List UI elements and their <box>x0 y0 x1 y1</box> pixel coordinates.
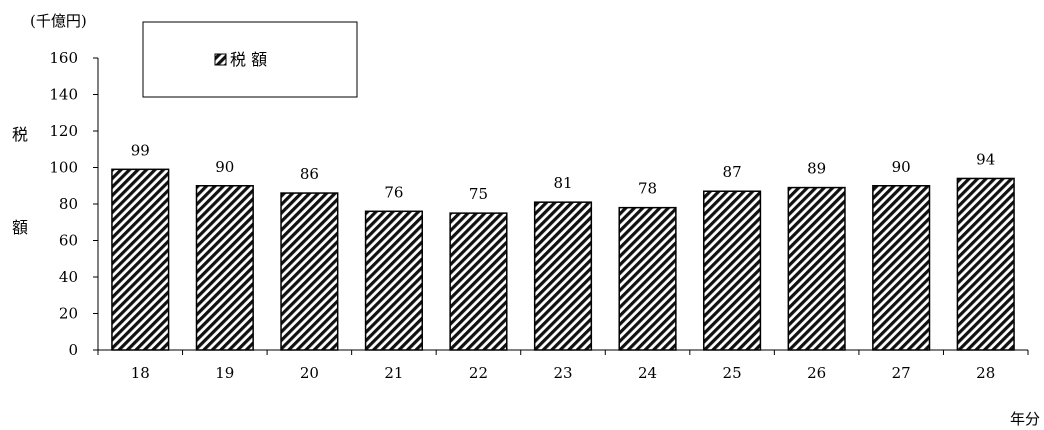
data-label: 89 <box>807 160 826 178</box>
x-tick-label: 18 <box>131 364 150 382</box>
data-label: 99 <box>131 141 150 159</box>
bar <box>195 185 254 351</box>
data-label: 90 <box>892 158 911 176</box>
legend-swatch <box>214 53 227 66</box>
x-tick-label: 24 <box>638 364 657 382</box>
x-tick-label: 19 <box>215 364 234 382</box>
legend: 税 額 <box>142 21 358 98</box>
y-tick-label: 0 <box>68 341 78 359</box>
x-tick-label: 23 <box>553 364 572 382</box>
x-tick-label: 26 <box>807 364 826 382</box>
x-tick-label: 20 <box>300 364 319 382</box>
y-axis-title-char-1: 税 <box>12 125 28 144</box>
bar <box>956 177 1015 351</box>
bar <box>787 186 846 351</box>
data-label: 78 <box>638 180 657 198</box>
bar <box>872 185 931 351</box>
data-label: 76 <box>384 183 403 201</box>
unit-label: (千億円) <box>30 12 87 30</box>
y-tick-label: 20 <box>59 305 78 323</box>
bar <box>533 201 593 351</box>
data-label: 94 <box>976 150 995 168</box>
legend-box <box>142 21 358 98</box>
x-axis-title: 年分 <box>1010 410 1040 428</box>
x-tick-label: 25 <box>723 364 742 382</box>
data-labels: 99 90 86 76 75 81 78 87 89 90 94 <box>131 141 996 203</box>
x-tick-label: 21 <box>384 364 403 382</box>
data-label: 87 <box>723 163 742 181</box>
bar <box>280 192 339 351</box>
data-label: 90 <box>215 158 234 176</box>
y-axis-title-char-2: 額 <box>12 218 28 237</box>
bar <box>449 212 508 351</box>
y-tick-label: 100 <box>49 159 78 177</box>
x-labels: 18 19 20 21 22 23 24 25 26 27 28 <box>97 350 1029 382</box>
y-tick-label: 60 <box>59 232 78 250</box>
data-label: 86 <box>300 165 319 183</box>
bar <box>703 190 762 351</box>
y-ticks: 0 20 40 60 80 100 120 140 160 <box>49 49 98 359</box>
data-label: 81 <box>553 174 572 192</box>
y-tick-label: 120 <box>49 122 78 140</box>
y-tick-label: 140 <box>49 86 78 104</box>
y-tick-label: 160 <box>49 49 78 67</box>
x-tick-label: 22 <box>469 364 488 382</box>
bars <box>111 168 1015 351</box>
x-tick-label: 28 <box>976 364 995 382</box>
y-tick-label: 40 <box>59 268 78 286</box>
bar <box>111 168 170 351</box>
y-tick-label: 80 <box>59 195 78 213</box>
legend-label: 税 額 <box>230 50 267 69</box>
data-label: 75 <box>469 185 488 203</box>
x-tick-label: 27 <box>892 364 911 382</box>
bar <box>364 210 423 351</box>
bar <box>618 206 677 351</box>
